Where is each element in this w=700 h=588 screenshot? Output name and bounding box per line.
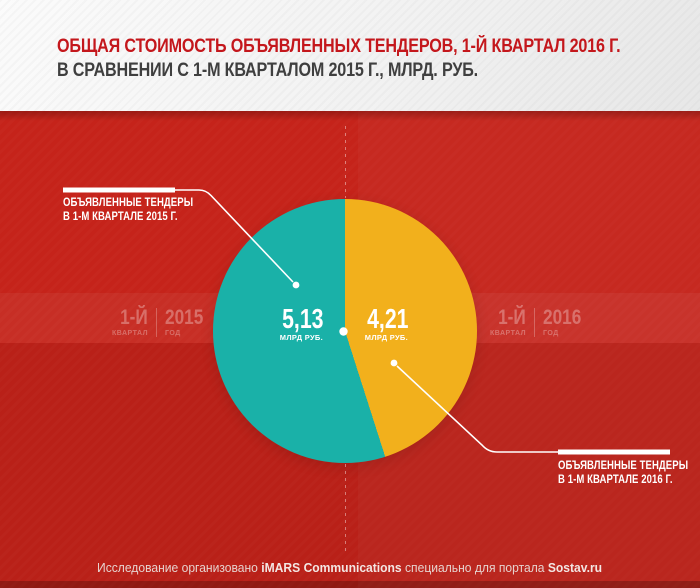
callout-label-2016: ОБЪЯВЛЕННЫЕ ТЕНДЕРЫ В 1-М КВАРТАЛЕ 2016 …: [558, 460, 700, 487]
watermark-quarter-sub: КВАРТАЛ: [112, 330, 148, 337]
title-line-1: ОБЩАЯ СТОИМОСТЬ ОБЪЯВЛЕННЫХ ТЕНДЕРОВ, 1-…: [57, 36, 621, 57]
value-2016-unit: МЛРД РУБ.: [364, 333, 408, 342]
chart-area: 1-Й КВАРТАЛ 2015 ГОД 1-Й КВАРТАЛ 2016 ГО…: [0, 111, 700, 588]
watermark-divider: [156, 308, 157, 337]
footer-prefix: Исследование организовано: [97, 560, 262, 575]
footer-portal: Sostav.ru: [548, 560, 603, 575]
callout-2015-line1: ОБЪЯВЛЕННЫЕ ТЕНДЕРЫ: [63, 197, 194, 209]
callout-2016-line2: В 1-М КВАРТАЛЕ 2016 Г.: [558, 473, 673, 486]
footer-org: iMARS Communications: [261, 560, 403, 575]
watermark-year-sub: ГОД: [543, 330, 559, 337]
value-2016: 4,21 МЛРД РУБ.: [354, 303, 408, 343]
page-title: ОБЩАЯ СТОИМОСТЬ ОБЪЯВЛЕННЫХ ТЕНДЕРОВ, 1-…: [57, 36, 700, 58]
callout-2015-line2: В 1-М КВАРТАЛЕ 2015 Г.: [63, 210, 178, 223]
footer-middle: специально для портала: [402, 560, 549, 575]
value-2015-unit: МЛРД РУБ.: [279, 333, 323, 342]
header: ОБЩАЯ СТОИМОСТЬ ОБЪЯВЛЕННЫХ ТЕНДЕРОВ, 1-…: [0, 0, 700, 111]
page-subtitle: В СРАВНЕНИИ С 1-М КВАРТАЛОМ 2015 Г., МЛР…: [57, 60, 552, 82]
footer-credit: Исследование организовано iMARS Communic…: [0, 560, 700, 575]
callout-2016-line1: ОБЪЯВЛЕННЫЕ ТЕНДЕРЫ: [558, 460, 689, 472]
footer-text: Исследование организовано iMARS Communic…: [97, 560, 602, 575]
watermark-year: 2016: [543, 306, 582, 329]
watermark-quarter: 1-Й: [120, 306, 148, 329]
watermark-quarter: 1-Й: [498, 306, 526, 329]
pie-chart: [213, 199, 477, 463]
header-drop-shadow: [0, 111, 700, 121]
watermark-year-sub: ГОД: [165, 330, 181, 337]
bottom-edge-strip: [0, 581, 700, 588]
watermark-2015: 1-Й КВАРТАЛ 2015 ГОД: [112, 306, 212, 337]
title-line-2: В СРАВНЕНИИ С 1-М КВАРТАЛОМ 2015 Г., МЛР…: [57, 60, 478, 81]
watermark-quarter-sub: КВАРТАЛ: [490, 330, 526, 337]
watermark-divider: [534, 308, 535, 337]
watermark-year: 2015: [165, 306, 204, 329]
value-2015-number: 5,13: [281, 303, 323, 334]
callout-label-2015: ОБЪЯВЛЕННЫЕ ТЕНДЕРЫ В 1-М КВАРТАЛЕ 2015 …: [63, 197, 220, 224]
value-2016-number: 4,21: [366, 303, 408, 334]
watermark-2016: 1-Й КВАРТАЛ 2016 ГОД: [490, 306, 590, 337]
value-2015: 5,13 МЛРД РУБ.: [269, 303, 323, 343]
